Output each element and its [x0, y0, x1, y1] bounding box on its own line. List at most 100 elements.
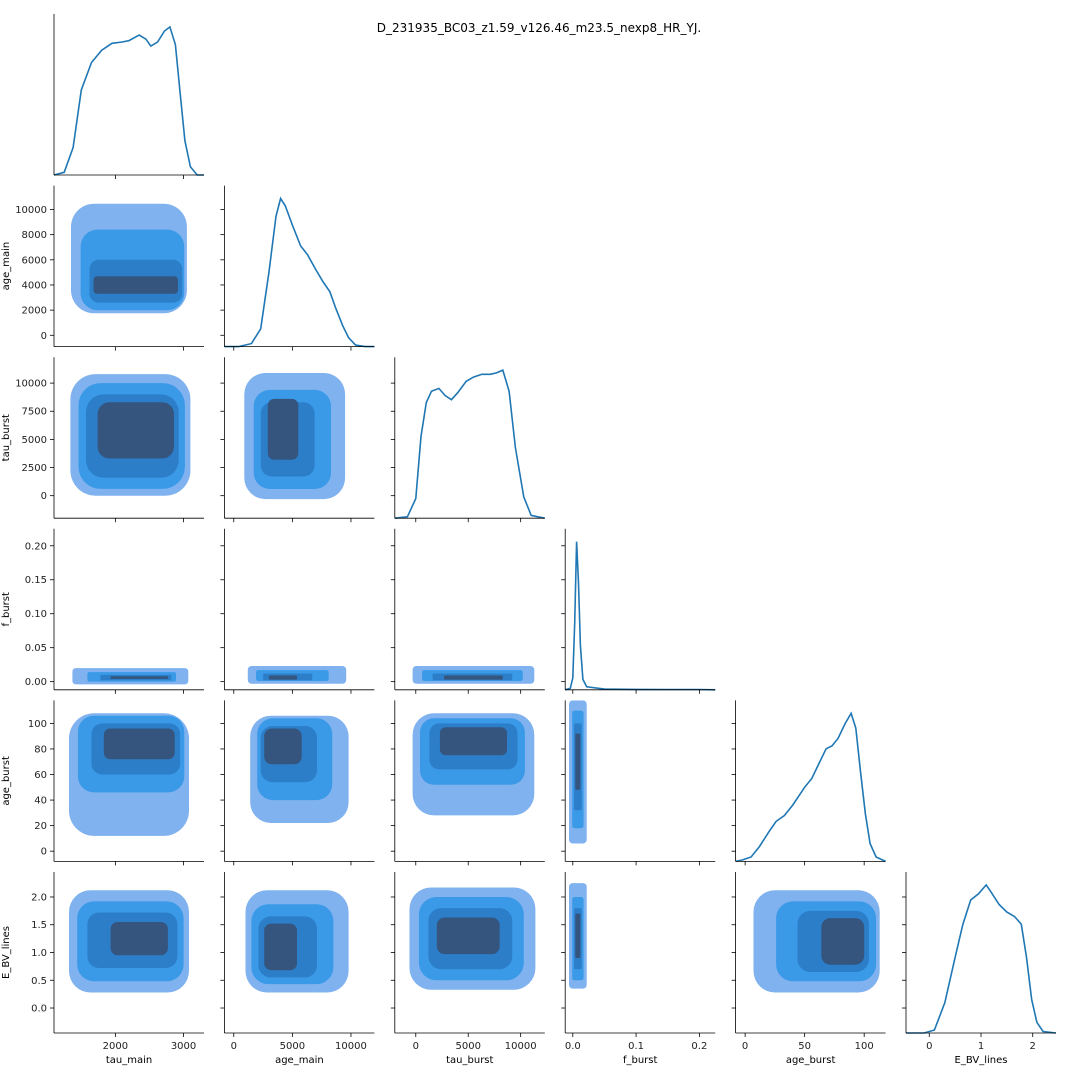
- x-tick-label: 3000: [171, 1041, 196, 1052]
- x-tick-label: 0.1: [628, 1041, 644, 1052]
- kde-line-f-burst: [564, 541, 716, 691]
- kde-line-tau-burst: [394, 368, 545, 519]
- panel-age-main-vs-age-burst: [220, 700, 375, 866]
- kde-line-e-bv-lines: [906, 883, 1057, 1034]
- panel-tau-burst-vs-e-bv-lines: 0 5000 10000 tau_burst: [390, 872, 545, 1066]
- y-axis-label-e-bv-lines: E_BV_lines: [1, 926, 12, 979]
- contour-group: [244, 373, 346, 500]
- panel-f-burst-vs-e-bv-lines: 0.0 0.1 0.2 f_burst: [561, 872, 716, 1066]
- y-tick-label: 2500: [22, 463, 47, 474]
- y-tick-label: 10000: [15, 379, 47, 390]
- panel-f-burst-vs-age-burst: [561, 700, 716, 866]
- contour-level-4: [268, 675, 297, 680]
- diag-panel-age-main: [220, 185, 375, 351]
- y-tick-label: 100: [28, 719, 47, 730]
- panel-age-main-vs-tau-burst: [220, 357, 375, 523]
- y-tick-label: 0.15: [25, 575, 47, 586]
- contour-level-4: [267, 398, 299, 460]
- contour-group: [412, 713, 535, 816]
- y-tick-label: 1.0: [31, 948, 47, 959]
- x-tick-label: 0: [413, 1041, 419, 1052]
- y-tick-label: 0.05: [25, 643, 47, 654]
- panel-grid: 0200040006000800010000age_main0250050007…: [1, 14, 1057, 1066]
- x-tick-label: 0.2: [691, 1041, 707, 1052]
- y-tick-label: 40: [34, 796, 47, 807]
- contour-level-4: [439, 727, 507, 756]
- contour-group: [753, 890, 880, 993]
- x-axis-label-age-burst: age_burst: [786, 1055, 836, 1066]
- y-axis-label-age-main: age_main: [1, 242, 12, 291]
- y-tick-label: 0: [41, 847, 47, 858]
- contour-level-4: [444, 675, 503, 680]
- diag-panel-tau-main: [53, 14, 204, 179]
- y-tick-label: 0: [41, 491, 47, 502]
- kde-line-age-burst: [735, 711, 886, 863]
- x-axis-label-tau-main: tau_main: [106, 1055, 152, 1066]
- x-axis-label-tau-burst: tau_burst: [446, 1055, 493, 1066]
- contour-group: [569, 700, 587, 844]
- kde-line-age-main: [224, 196, 375, 348]
- x-axis-label-age-main: age_main: [275, 1055, 324, 1066]
- contour-group: [245, 890, 349, 993]
- panel-tau-main-vs-age-burst: 0 20 40 60 80 100 age_burst: [1, 700, 204, 866]
- kde-line-tau-main: [53, 25, 204, 176]
- y-axis-label-tau-burst: tau_burst: [1, 414, 12, 461]
- diag-panel-f-burst: [561, 528, 716, 694]
- x-tick-label: 1: [978, 1041, 984, 1052]
- y-tick-label: 8000: [22, 230, 47, 241]
- y-tick-label: 20: [34, 821, 47, 832]
- contour-group: [247, 666, 347, 684]
- contour-level-4: [436, 917, 500, 955]
- diag-panel-age-burst: [731, 700, 886, 866]
- contour-group: [569, 883, 587, 989]
- panel-tau-burst-vs-f-burst: [390, 528, 545, 694]
- y-tick-label: 10000: [15, 205, 47, 216]
- x-axis-label-e-bv-lines: E_BV_lines: [955, 1055, 1008, 1066]
- contour-group: [72, 668, 189, 685]
- y-tick-label: 1.5: [31, 920, 47, 931]
- contour-level-4: [103, 728, 175, 760]
- contour-group: [71, 203, 187, 314]
- y-tick-label: 0.5: [31, 976, 47, 987]
- y-tick-label: 5000: [22, 435, 47, 446]
- contour-group: [70, 374, 191, 496]
- contour-group: [69, 890, 189, 993]
- y-tick-label: 0.10: [25, 609, 47, 620]
- contour-group: [412, 666, 535, 684]
- contour-level-4: [821, 918, 865, 965]
- panel-tau-main-vs-age-main: 0 2000 4000 6000 8000 10000 age_main: [1, 185, 204, 351]
- panel-age-burst-vs-e-bv-lines: 0 50 100 age_burst: [731, 872, 886, 1066]
- x-tick-label: 0: [926, 1041, 932, 1052]
- contour-level-4: [97, 402, 174, 459]
- y-tick-label: 0: [41, 331, 47, 342]
- x-tick-label: 50: [798, 1041, 811, 1052]
- x-tick-label: 100: [855, 1041, 874, 1052]
- x-tick-label: 2: [1030, 1041, 1036, 1052]
- contour-level-4: [264, 923, 297, 971]
- contour-group: [69, 713, 189, 836]
- contour-group: [409, 887, 536, 990]
- y-tick-label: 80: [34, 744, 47, 755]
- contour-level-4: [93, 276, 178, 294]
- x-tick-label: 0.0: [565, 1041, 581, 1052]
- y-tick-label: 2000: [22, 306, 47, 317]
- y-tick-label: 7500: [22, 407, 47, 418]
- contour-level-4: [264, 728, 302, 765]
- panel-tau-burst-vs-age-burst: [390, 700, 545, 866]
- x-tick-label: 10000: [505, 1041, 537, 1052]
- panel-tau-main-vs-tau-burst: 0 2500 5000 7500 10000 tau_burst: [1, 357, 204, 523]
- x-tick-label: 2000: [103, 1041, 128, 1052]
- y-tick-label: 0.20: [25, 541, 47, 552]
- x-tick-label: 0: [742, 1041, 748, 1052]
- y-tick-label: 2.0: [31, 892, 47, 903]
- contour-group: [250, 715, 349, 823]
- contour-level-4: [110, 676, 168, 679]
- panel-tau-main-vs-f-burst: 0.00 0.05 0.10 0.15 0.20 f_burst: [1, 528, 204, 694]
- y-axis-label-age-burst: age_burst: [1, 756, 12, 806]
- panel-tau-main-vs-e-bv-lines: 2000 3000 0.0 0.5 1.0 1.5 2.0 tau_main E_BV_line…: [1, 872, 204, 1066]
- x-tick-label: 0: [231, 1041, 237, 1052]
- y-tick-label: 0.00: [25, 677, 47, 688]
- x-tick-label: 5000: [456, 1041, 481, 1052]
- x-tick-label: 10000: [335, 1041, 367, 1052]
